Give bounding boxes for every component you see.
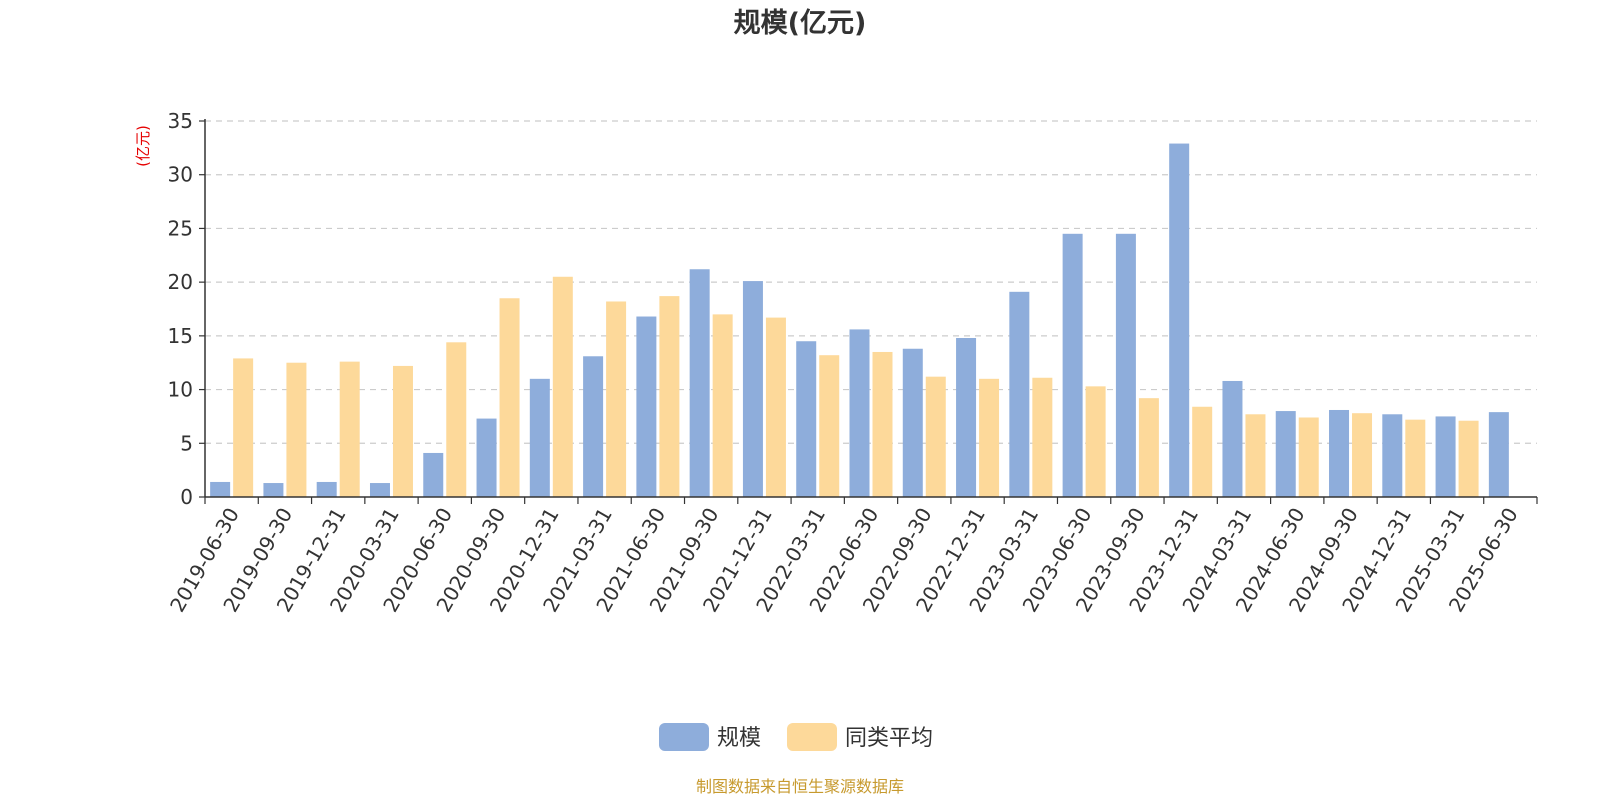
bar-scale — [529, 378, 550, 497]
source-note: 制图数据来自恒生聚源数据库 — [696, 777, 904, 796]
bar-peer-average — [1245, 414, 1266, 497]
legend-swatch — [659, 723, 709, 751]
bar-scale — [583, 356, 604, 497]
bars — [210, 143, 1509, 498]
bar-scale — [1435, 416, 1456, 497]
y-tick-label: 10 — [168, 378, 193, 402]
bar-peer-average — [552, 276, 573, 497]
bar-scale — [1382, 414, 1403, 497]
bar-peer-average — [1085, 386, 1106, 497]
bar-peer-average — [712, 314, 733, 497]
bar-peer-average — [819, 355, 840, 497]
y-tick-label: 5 — [180, 431, 193, 455]
bar-peer-average — [286, 362, 307, 497]
bar-peer-average — [499, 298, 520, 497]
legend: 规模 同类平均 — [659, 723, 933, 751]
bar-peer-average — [233, 358, 254, 497]
bar-peer-average — [1405, 419, 1426, 497]
legend-label: 规模 — [717, 726, 761, 751]
y-axis-ticks: 0 5 10 15 20 25 30 35 — [168, 109, 205, 509]
chart-title: 规模(亿元) — [734, 8, 867, 39]
y-axis-unit: (亿元) — [134, 125, 152, 167]
bar-scale — [263, 483, 284, 497]
bar-peer-average — [1138, 398, 1159, 497]
bar-peer-average — [765, 317, 786, 497]
bar-scale — [476, 418, 497, 497]
x-axis — [204, 119, 1537, 498]
bar-scale — [1115, 233, 1136, 498]
bar-peer-average — [979, 378, 1000, 497]
bar-scale — [1169, 143, 1190, 497]
y-tick-label: 20 — [168, 270, 193, 294]
bar-scale — [636, 316, 657, 497]
bar-peer-average — [925, 376, 946, 497]
gridlines — [205, 120, 1537, 444]
x-axis-ticks: 2019-06-302019-09-302019-12-312020-03-31… — [165, 497, 1538, 616]
bar-scale — [369, 483, 390, 497]
bar-peer-average — [1458, 420, 1479, 497]
bar-scale — [956, 338, 977, 497]
bar-scale — [1009, 291, 1030, 497]
bar-peer-average — [872, 351, 893, 497]
bar-scale — [316, 481, 337, 497]
bar-peer-average — [1352, 413, 1373, 497]
legend-swatch — [787, 723, 837, 751]
y-tick-label: 15 — [168, 324, 193, 348]
bar-scale — [689, 269, 710, 497]
bar-peer-average — [659, 296, 680, 497]
bar-scale — [1222, 380, 1243, 497]
bar-peer-average — [339, 361, 360, 497]
y-tick-label: 30 — [168, 163, 193, 187]
bar-scale — [1488, 412, 1509, 497]
bar-peer-average — [1032, 377, 1053, 497]
bar-peer-average — [606, 301, 627, 497]
bar-scale — [742, 281, 763, 497]
bar-scale — [902, 348, 923, 497]
y-tick-label: 35 — [168, 109, 193, 133]
bar-scale — [210, 481, 231, 497]
bar-scale — [1062, 233, 1083, 498]
legend-label: 同类平均 — [845, 726, 933, 751]
bar-peer-average — [1298, 417, 1319, 497]
bar-peer-average — [1192, 406, 1213, 497]
bar-scale — [849, 329, 870, 497]
y-tick-label: 0 — [180, 485, 193, 509]
y-tick-label: 25 — [168, 216, 193, 240]
bar-scale — [1329, 409, 1350, 497]
bar-scale — [1275, 411, 1296, 497]
bar-peer-average — [392, 365, 413, 497]
bar-scale — [796, 341, 817, 497]
bar-peer-average — [446, 342, 467, 497]
bar-scale — [423, 452, 444, 497]
